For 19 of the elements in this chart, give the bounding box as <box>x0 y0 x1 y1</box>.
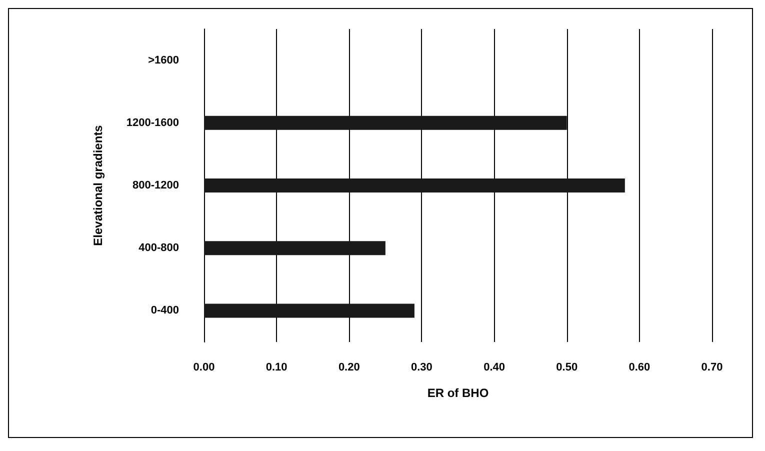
x-tick-label: 0.60 <box>628 362 650 374</box>
bar <box>204 116 567 130</box>
bar <box>204 241 386 256</box>
y-tick-label: 800-1200 <box>132 180 179 192</box>
y-axis-title: Elevational gradients <box>91 124 105 246</box>
y-tick-label: 400-800 <box>138 242 179 254</box>
x-tick-label: 0.20 <box>338 362 360 374</box>
bar <box>204 178 625 192</box>
y-tick-label: 0-400 <box>150 304 179 317</box>
y-tick-label: >1600 <box>148 54 179 66</box>
x-tick-label: 0.00 <box>193 362 215 374</box>
x-tick-label: 0.50 <box>556 362 578 374</box>
x-tick-label: 0.10 <box>266 362 288 374</box>
x-axis-title: ER of BHO <box>427 386 489 400</box>
x-tick-label: 0.30 <box>411 362 432 374</box>
y-tick-label: 1200-1600 <box>126 116 179 129</box>
x-tick-label: 0.40 <box>484 362 505 374</box>
x-tick-label: 0.70 <box>701 362 723 374</box>
bar <box>204 304 414 318</box>
